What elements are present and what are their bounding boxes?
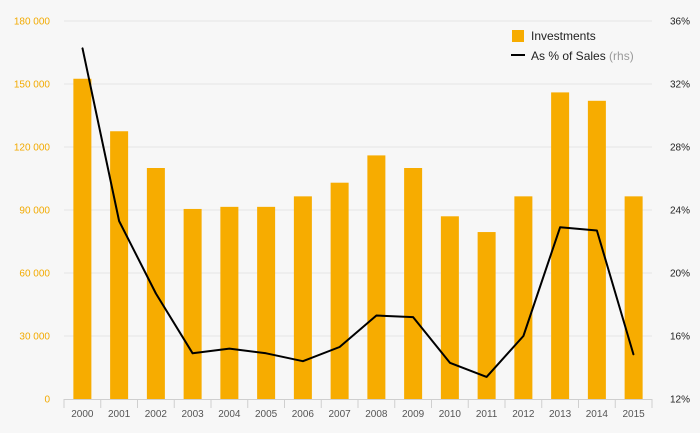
bar-investments-2006 — [293, 196, 312, 399]
line-point-2008 — [375, 315, 377, 317]
y-right-tick-label: 36% — [670, 17, 690, 28]
bar-investments-2014 — [587, 100, 606, 400]
x-tick-label: 2007 — [329, 409, 352, 420]
bar-investments-2003 — [183, 208, 202, 399]
line-point-2013 — [559, 226, 561, 228]
line-point-2000 — [81, 47, 83, 49]
bar-investments-2010 — [440, 216, 459, 399]
y-right-tick-label: 32% — [670, 80, 690, 91]
legend-swatch-investments — [512, 30, 524, 42]
bar-investments-2012 — [514, 196, 533, 399]
legend: Investments As % of Sales (rhs) — [511, 29, 634, 63]
x-tick-label: 2004 — [218, 409, 241, 420]
y-left-tick-label: 60 000 — [19, 269, 50, 280]
x-tick-label: 2003 — [182, 409, 205, 420]
y-right-tick-label: 12% — [670, 395, 690, 406]
x-tick-label: 2002 — [145, 409, 168, 420]
line-point-2009 — [412, 316, 414, 318]
line-point-2003 — [192, 352, 194, 354]
bar-investments-2013 — [551, 92, 570, 400]
x-tick-label: 2010 — [439, 409, 462, 420]
legend-label-as-percent-of-sales: As % of Sales (rhs) — [531, 49, 634, 63]
line-point-2001 — [118, 220, 120, 222]
line-point-2007 — [339, 346, 341, 348]
line-series — [81, 47, 635, 378]
line-point-2002 — [155, 292, 157, 294]
y-left-tick-label: 120 000 — [14, 143, 51, 154]
legend-label-investments: Investments — [531, 29, 596, 43]
x-tick-label: 2013 — [549, 409, 572, 420]
line-point-2014 — [596, 229, 598, 231]
x-tick-label: 2001 — [108, 409, 131, 420]
bar-investments-2015 — [624, 196, 643, 399]
bar-investments-2001 — [110, 131, 129, 399]
y-left-tick-label: 30 000 — [19, 332, 50, 343]
y-right-tick-label: 20% — [670, 269, 690, 280]
bar-investments-2002 — [146, 168, 165, 399]
x-tick-label: 2012 — [512, 409, 535, 420]
bar-investments-2007 — [330, 182, 349, 399]
line-point-2012 — [522, 335, 524, 337]
line-as-percent-of-sales — [81, 47, 635, 378]
y-left-tick-label: 180 000 — [14, 17, 51, 28]
line-point-2006 — [302, 360, 304, 362]
y-right-tick-label: 24% — [670, 206, 690, 217]
x-tick-label: 2015 — [623, 409, 646, 420]
y-left-tick-label: 0 — [44, 395, 50, 406]
bar-investments-2000 — [73, 78, 92, 399]
bar-investments-2005 — [257, 206, 276, 399]
x-tick-label: 2009 — [402, 409, 425, 420]
x-tick-label: 2011 — [476, 409, 498, 420]
line-point-2005 — [265, 352, 267, 354]
y-left-tick-label: 150 000 — [14, 80, 51, 91]
y-left-tick-label: 90 000 — [19, 206, 50, 217]
bar-investments-2004 — [220, 206, 239, 399]
x-tick-label: 2006 — [292, 409, 315, 420]
y-right-tick-label: 16% — [670, 332, 690, 343]
x-tick-label: 2008 — [365, 409, 388, 420]
line-point-2004 — [228, 348, 230, 350]
bar-investments-2009 — [404, 168, 423, 399]
x-tick-label: 2000 — [71, 409, 94, 420]
line-point-2015 — [633, 354, 635, 356]
bar-investments-2008 — [367, 155, 386, 399]
bar-investments-2011 — [477, 232, 496, 399]
axes: 2000 2001 2002 2003 2004 2005 2006 2007 2008 2009… — [14, 17, 690, 421]
x-tick-label: 2005 — [255, 409, 278, 420]
y-right-tick-label: 28% — [670, 143, 690, 154]
line-point-2011 — [486, 376, 488, 378]
x-tick-label: 2014 — [586, 409, 609, 420]
line-point-2010 — [449, 362, 451, 364]
legend-note-rhs: (rhs) — [609, 49, 634, 63]
